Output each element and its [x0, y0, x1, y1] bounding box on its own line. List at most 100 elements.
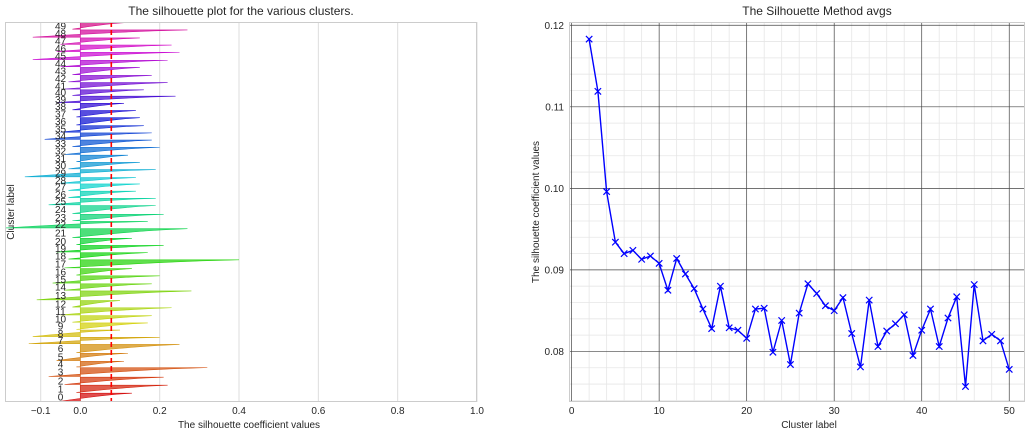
cluster-label-16: 16 [55, 267, 67, 278]
cluster-label-40: 40 [55, 88, 67, 99]
cluster-label-1: 1 [58, 384, 64, 395]
cluster-fill-2 [64, 376, 164, 385]
avg-y-tick-label: 0.08 [545, 347, 565, 358]
avg-x-tick-label: 50 [1004, 406, 1016, 417]
cluster-fill-42 [68, 75, 152, 83]
cluster-fill-31 [76, 154, 128, 162]
avg-x-tick-label: 20 [741, 406, 753, 417]
avg-point-marker [970, 280, 978, 289]
cluster-fill-34 [44, 132, 152, 140]
cluster-fill-0 [60, 392, 132, 402]
cluster-fill-37 [76, 110, 136, 118]
avg-point-marker [830, 307, 838, 315]
avg-point-marker [839, 293, 847, 302]
cluster-label-7: 7 [58, 336, 64, 347]
avg-y-tick-label: 0.12 [545, 21, 565, 32]
cluster-label-14: 14 [55, 283, 67, 294]
cluster-fill-41 [64, 82, 168, 90]
cluster-label-10: 10 [55, 314, 67, 325]
avg-point-marker [944, 314, 952, 322]
cluster-label-12: 12 [55, 299, 67, 310]
cluster-label-41: 41 [55, 81, 67, 92]
cluster-fill-1 [76, 384, 168, 393]
avg-point-marker [603, 187, 611, 196]
avg-point-marker [716, 282, 725, 290]
avg-point-marker [760, 304, 768, 312]
cluster-label-26: 26 [55, 190, 67, 201]
cluster-fill-9 [76, 322, 148, 330]
cluster-fill-24 [72, 205, 156, 214]
avg-y-tick-label: 0.11 [545, 102, 564, 113]
cluster-label-22: 22 [55, 220, 67, 231]
cluster-label-9: 9 [58, 322, 64, 333]
cluster-fill-27 [68, 183, 140, 191]
silhouette-x-axis-label: The silhouette coefficient values [178, 420, 320, 431]
cluster-label-24: 24 [55, 205, 67, 216]
avg-point-marker [664, 286, 672, 294]
cluster-label-45: 45 [55, 51, 67, 62]
avg-y-tick-label: 0.10 [545, 184, 565, 195]
avg-point-marker [865, 296, 873, 304]
cluster-label-23: 23 [55, 213, 67, 224]
cluster-fill-43 [72, 67, 140, 75]
avg-point-marker [918, 326, 926, 334]
cluster-fill-28 [60, 177, 136, 184]
silhouette-x-tick-label: 0.8 [391, 406, 405, 417]
cluster-label-37: 37 [55, 109, 67, 120]
cluster-label-11: 11 [55, 307, 66, 318]
silhouette-x-tick-label: 0.6 [311, 406, 325, 417]
cluster-fill-36 [76, 117, 140, 126]
silhouette-x-ticks: −0.1 0.0 0.2 0.4 0.6 0.8 1.0 [31, 406, 485, 417]
avg-point-marker [988, 330, 996, 338]
avg-point-marker [856, 363, 865, 371]
avg-point-marker [1005, 365, 1013, 374]
cluster-fill-7 [28, 336, 160, 345]
avg-axis-ticks: 0 10 20 30 40 50 0.08 0.09 0.10 0.11 0.12 [545, 21, 1016, 417]
cluster-label-5: 5 [58, 352, 64, 363]
cluster-fill-15 [52, 275, 160, 284]
avg-point-marker [804, 280, 812, 288]
cluster-fill-18 [68, 252, 148, 260]
cluster-label-36: 36 [55, 117, 67, 128]
cluster-label-31: 31 [55, 154, 67, 165]
avg-point-marker [769, 348, 777, 356]
silhouette-avg-panel: 0 10 20 30 40 50 0.08 0.09 0.10 0.11 0.12 The Silh… [531, 4, 1025, 431]
avg-point-marker [594, 87, 602, 95]
avg-point-marker [961, 382, 970, 391]
avg-point-marker [909, 351, 917, 360]
cluster-fill-47 [60, 37, 140, 45]
cluster-label-28: 28 [55, 176, 67, 187]
avg-point-marker [638, 255, 646, 263]
avg-point-marker [699, 305, 707, 313]
cluster-fill-26 [68, 190, 136, 198]
avg-plot-title: The Silhouette Method avgs [742, 4, 891, 18]
cluster-label-6: 6 [58, 344, 64, 355]
cluster-fill-40 [72, 89, 144, 96]
avg-point-marker [795, 309, 803, 317]
cluster-fill-17 [64, 259, 240, 269]
cluster-label-4: 4 [58, 360, 64, 371]
cluster-fill-3 [48, 367, 208, 377]
cluster-fill-23 [72, 214, 164, 222]
cluster-fill-11 [60, 307, 172, 316]
cluster-label-21: 21 [55, 229, 67, 240]
silhouette-x-tick-label: 0.4 [232, 406, 246, 417]
cluster-fill-44 [60, 59, 168, 68]
silhouette-x-tick-label: −0.1 [31, 406, 51, 417]
cluster-fill-25 [48, 198, 156, 206]
avg-y-tick-label: 0.09 [545, 265, 565, 276]
cluster-label-38: 38 [55, 102, 67, 113]
avg-point-marker [708, 324, 716, 333]
avg-plot-frame [569, 22, 1025, 402]
cluster-fill-12 [72, 300, 121, 308]
avg-x-tick-label: 40 [916, 406, 928, 417]
avg-x-tick-label: 10 [654, 406, 666, 417]
avg-point-marker [935, 342, 943, 351]
silhouette-x-tick-label: 0.0 [73, 406, 87, 417]
cluster-label-19: 19 [55, 244, 67, 255]
cluster-fill-8 [32, 329, 121, 337]
avg-point-marker [734, 326, 742, 334]
cluster-label-27: 27 [55, 183, 67, 194]
silhouette-x-tick-label: 1.0 [470, 406, 484, 417]
cluster-fill-6 [76, 344, 180, 353]
